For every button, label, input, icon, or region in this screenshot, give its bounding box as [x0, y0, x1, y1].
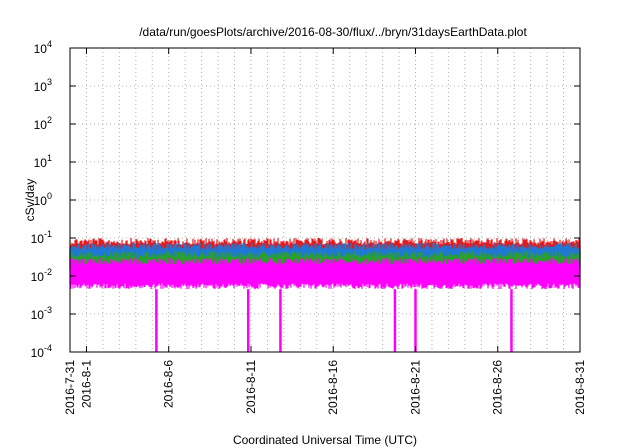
- x-tick-label: 2016-8-26: [491, 360, 505, 415]
- x-tick-label: 2016-8-1: [79, 360, 93, 408]
- y-axis-label: cSv/day: [23, 179, 37, 222]
- chart-title: /data/run/goesPlots/archive/2016-08-30/f…: [139, 25, 527, 39]
- x-tick-label: 2016-8-31: [573, 360, 587, 415]
- x-tick-label: 2016-7-31: [63, 360, 77, 415]
- grid: [70, 48, 580, 352]
- x-tick-label: 2016-8-16: [326, 360, 340, 415]
- x-tick-label: 2016-8-11: [244, 360, 258, 414]
- y-tick-label: 10-3: [31, 305, 52, 322]
- x-tick-label: 2016-8-6: [162, 360, 176, 408]
- y-tick-label: 100: [34, 191, 52, 208]
- data-layer: [69, 238, 581, 352]
- y-tick-label: 101: [34, 153, 52, 170]
- y-tick-label: 102: [34, 115, 52, 132]
- y-tick-label: 10-2: [31, 267, 52, 284]
- ticks: 10-4 10-3 10-2 10-1 100 101 102 103 104 2016-7-31…: [31, 39, 587, 415]
- x-tick-label: 2016-8-21: [408, 360, 422, 415]
- y-tick-label: 103: [34, 77, 52, 94]
- x-axis-label: Coordinated Universal Time (UTC): [233, 433, 417, 447]
- y-tick-label: 104: [34, 39, 52, 56]
- y-tick-label: 10-1: [31, 229, 52, 246]
- y-tick-label: 10-4: [31, 343, 52, 360]
